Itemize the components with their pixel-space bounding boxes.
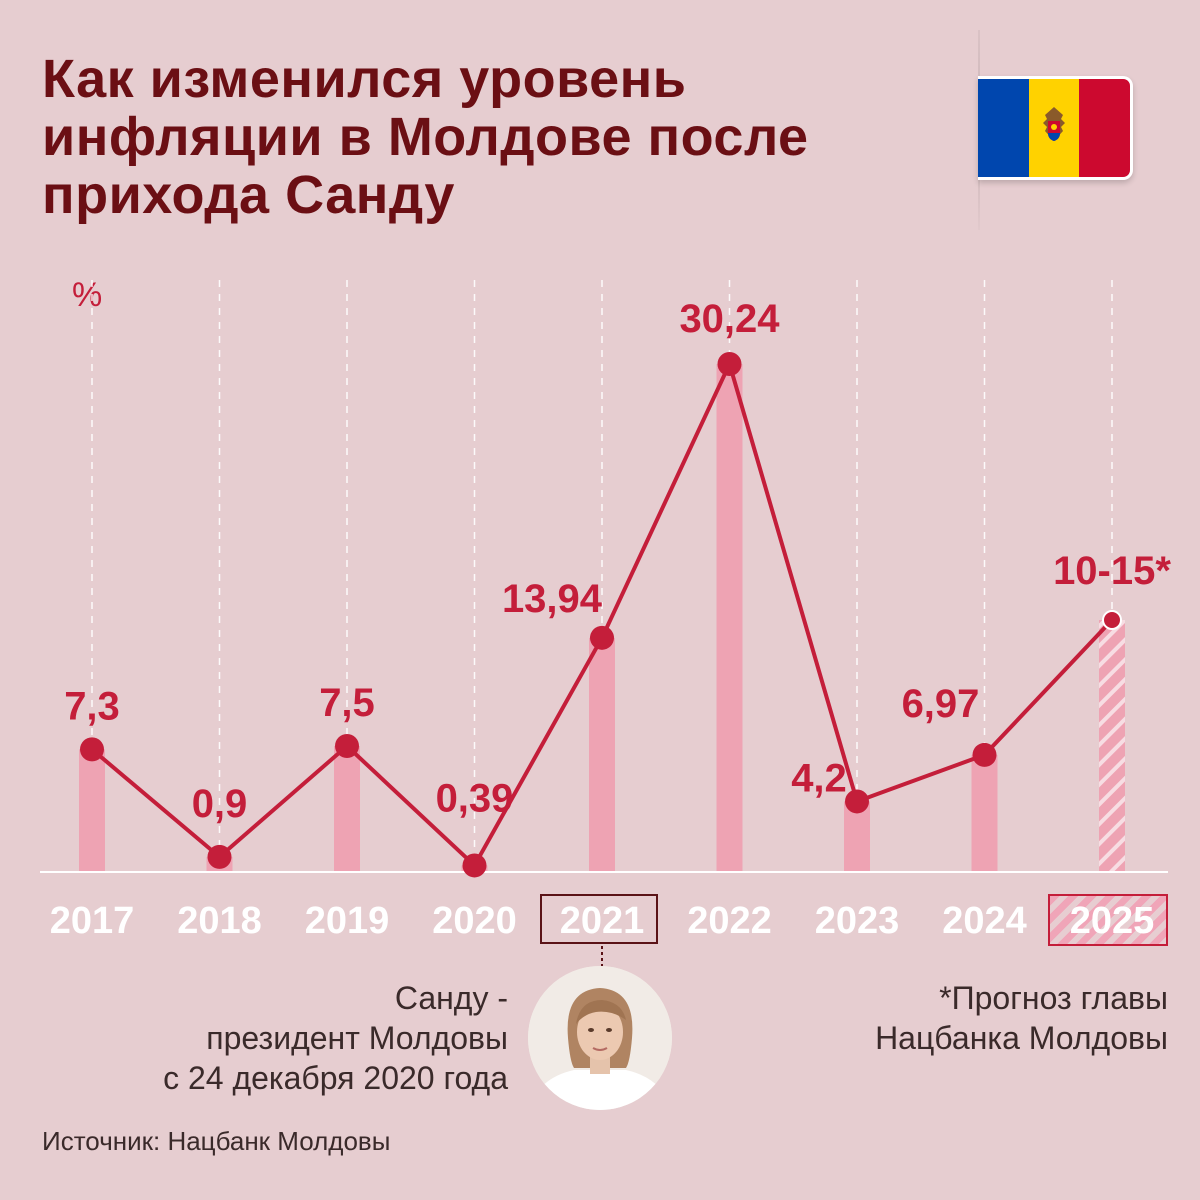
data-point-2020 [462, 853, 487, 878]
value-label-2024: 6,97 [902, 682, 980, 726]
x-tick-2024: 2024 [942, 900, 1027, 942]
x-tick-2019: 2019 [305, 900, 390, 942]
x-tick-2022: 2022 [687, 900, 772, 942]
bar-2021 [589, 637, 615, 872]
value-label-2018: 0,9 [192, 782, 248, 826]
value-label-2017: 7,3 [64, 684, 120, 728]
data-point-2022 [717, 352, 742, 376]
flag-stripe-red [1079, 79, 1130, 177]
data-point-2018 [207, 844, 232, 869]
data-point-2017 [80, 737, 104, 762]
bar-2022 [716, 364, 743, 872]
title-line-3: прихода Санду [42, 165, 455, 225]
value-label-2023: 4,2 [791, 756, 847, 800]
flag-stripe-blue [978, 79, 1029, 177]
source-note: Источник: Нацбанк Молдовы [42, 1126, 391, 1156]
sandu-caption-line-2: президент Молдовы [206, 1020, 508, 1056]
sandu-portrait-image [528, 966, 672, 1110]
sandu-caption-line-3: с 24 декабря 2020 года [163, 1060, 508, 1096]
title-line-1: Как изменился уровень [42, 49, 687, 109]
data-point-2021 [590, 625, 614, 650]
bar-2024 [971, 754, 998, 872]
x-tick-2018: 2018 [177, 900, 262, 942]
value-label-2019: 7,5 [319, 681, 375, 725]
value-label-2020: 0,39 [436, 776, 514, 820]
bar-2019 [334, 746, 360, 872]
data-point-2023 [845, 789, 869, 814]
unit-label: % [72, 276, 103, 314]
year-2025-forecast-box [1048, 894, 1168, 946]
data-point-2025 [1102, 610, 1122, 631]
data-point-2019 [335, 734, 359, 759]
bar-2017 [79, 749, 105, 872]
flag-stripe-yellow [1028, 79, 1080, 177]
sandu-caption: Санду - президент Молдовы с 24 декабря 2… [60, 978, 508, 1098]
sandu-caption-line-1: Санду - [394, 980, 508, 1016]
x-tick-2021: 2021 [560, 900, 645, 942]
title-line-2: инфляции в Молдове после [42, 107, 809, 167]
value-label-2021: 13,94 [502, 577, 603, 621]
x-tick-2020: 2020 [432, 900, 517, 942]
moldova-flag-icon [978, 76, 1133, 180]
forecast-footnote-line-1: *Прогноз главы [939, 980, 1168, 1016]
coat-of-arms-icon [1043, 107, 1065, 141]
forecast-footnote: *Прогноз главы Нацбанка Молдовы [760, 978, 1168, 1058]
x-tick-2025: 2025 [1070, 900, 1155, 942]
year-2021-highlight-box [540, 894, 658, 944]
x-tick-2023: 2023 [815, 900, 900, 942]
page-title: Как изменился уровень инфляции в Молдове… [42, 50, 942, 224]
x-tick-2017: 2017 [50, 900, 135, 942]
value-label-2025: 10-15* [1053, 549, 1171, 593]
forecast-footnote-line-2: Нацбанка Молдовы [875, 1020, 1168, 1056]
value-label-2022: 30,24 [679, 297, 780, 341]
bar-2025 [1099, 620, 1125, 872]
data-point-2024 [972, 742, 997, 767]
